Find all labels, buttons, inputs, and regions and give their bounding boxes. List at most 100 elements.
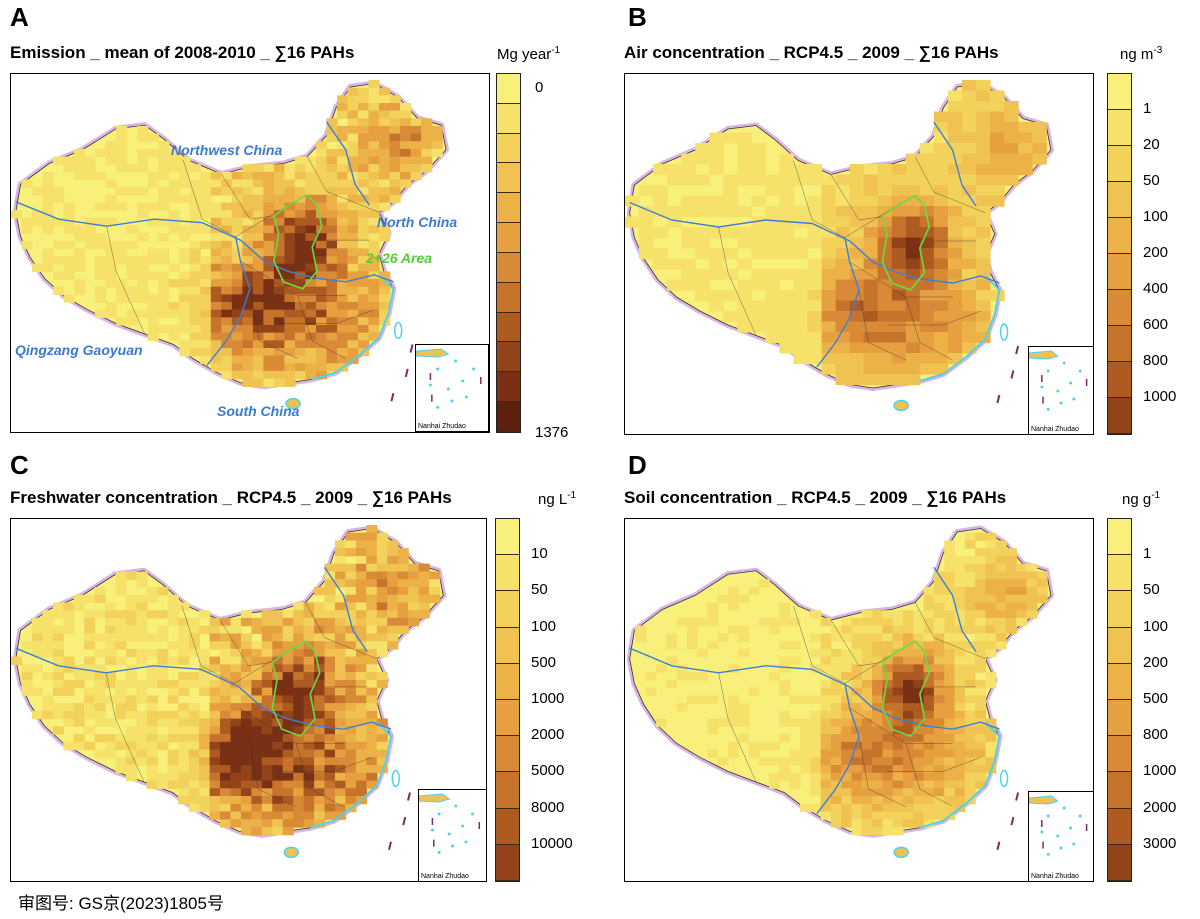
concentration-cell: [314, 602, 326, 611]
concentration-cell: [252, 202, 264, 211]
dashed-boundary-mark: [1010, 370, 1015, 379]
legend-label: 1: [1143, 545, 1152, 563]
concentration-cell: [418, 571, 430, 580]
concentration-cell: [95, 271, 107, 280]
concentration-cell: [947, 174, 963, 186]
concentration-cell: [366, 625, 378, 634]
concentration-cell: [284, 248, 296, 257]
concentration-cell: [158, 271, 170, 280]
concentration-cell: [861, 679, 873, 689]
concentration-cell: [168, 217, 180, 227]
concentration-cell: [765, 174, 780, 186]
concentration-cell: [326, 279, 338, 288]
concentration-cell: [314, 741, 326, 751]
concentration-cell: [282, 625, 294, 634]
concentration-cell: [903, 703, 914, 712]
concentration-cell: [316, 325, 328, 334]
concentration-cell: [1004, 132, 1019, 144]
concentration-cell: [738, 633, 750, 642]
concentration-cell: [94, 749, 106, 758]
concentration-cell: [230, 780, 242, 789]
concentration-cell: [230, 703, 242, 712]
concentration-cell: [923, 796, 935, 805]
concentration-cell: [877, 248, 893, 260]
concentration-cell: [21, 672, 33, 681]
concentration-cell: [975, 749, 986, 758]
concentration-cell: [376, 579, 388, 588]
concentration-cell: [188, 679, 200, 689]
concentration-cell: [891, 227, 907, 239]
concentration-cell: [431, 148, 443, 158]
concentration-cell: [765, 300, 780, 312]
concentration-cell: [178, 679, 190, 689]
concentration-cell: [905, 321, 921, 333]
concentration-cell: [944, 617, 956, 627]
concentration-cell: [21, 679, 33, 689]
concentration-cell: [294, 256, 306, 265]
concentration-cell: [800, 749, 811, 758]
concentration-cell: [178, 617, 190, 627]
concentration-cell: [964, 749, 976, 758]
concentration-cell: [324, 695, 336, 704]
concentration-cell: [376, 641, 388, 650]
concentration-cell: [209, 687, 221, 696]
concentration-cell: [125, 772, 137, 782]
province-border: [793, 605, 846, 684]
concentration-cell: [751, 321, 766, 333]
legend-label: 3000: [1143, 834, 1177, 852]
province-border: [793, 160, 846, 238]
concentration-cell: [849, 300, 865, 312]
concentration-cell: [199, 687, 211, 696]
concentration-cell: [251, 741, 263, 751]
concentration-cell: [261, 610, 273, 619]
concentration-cell: [326, 233, 338, 242]
concentration-cell: [272, 625, 284, 634]
concentration-cell: [345, 726, 357, 735]
concentration-cell: [905, 353, 921, 365]
concentration-cell: [263, 271, 275, 280]
concentration-cell: [892, 633, 904, 642]
concentration-cell: [923, 656, 935, 665]
concentration-cell: [240, 726, 252, 735]
concentration-cell: [337, 133, 349, 142]
concentration-cell: [976, 153, 991, 165]
concentration-cell: [975, 695, 986, 704]
legend-swatch: [1108, 808, 1131, 845]
concentration-cell: [728, 741, 739, 751]
concentration-cell: [877, 164, 893, 176]
concentration-cell: [944, 726, 956, 735]
concentration-cell: [293, 672, 305, 681]
concentration-cell: [1004, 111, 1019, 123]
concentration-cell: [261, 757, 273, 766]
concentration-cell: [820, 726, 832, 735]
concentration-cell: [653, 185, 668, 197]
concentration-cell: [305, 217, 317, 227]
concentration-cell: [1018, 153, 1033, 165]
concentration-cell: [42, 217, 54, 227]
concentration-cell: [830, 726, 842, 735]
concentration-cell: [954, 571, 966, 580]
inset-island: [464, 395, 468, 399]
concentration-cell: [954, 625, 966, 634]
concentration-cell: [355, 625, 367, 634]
concentration-cell: [903, 772, 914, 782]
concentration-cell: [933, 679, 945, 689]
concentration-cell: [877, 321, 893, 333]
concentration-cell: [913, 695, 925, 704]
concentration-cell: [261, 648, 273, 658]
concentration-cell: [189, 263, 201, 272]
legend-swatch: [497, 402, 520, 432]
concentration-cell: [251, 726, 263, 735]
inset-island: [1078, 814, 1082, 818]
concentration-cell: [305, 248, 317, 257]
concentration-cell: [872, 672, 883, 681]
concentration-cell: [168, 309, 180, 318]
concentration-cell: [821, 342, 837, 354]
concentration-cell: [316, 233, 328, 242]
concentration-cell: [251, 679, 263, 689]
concentration-cell: [863, 237, 879, 249]
concentration-cell: [105, 256, 117, 265]
concentration-cell: [954, 563, 966, 572]
concentration-cell: [221, 171, 233, 181]
region-boundary-line: [933, 121, 977, 207]
